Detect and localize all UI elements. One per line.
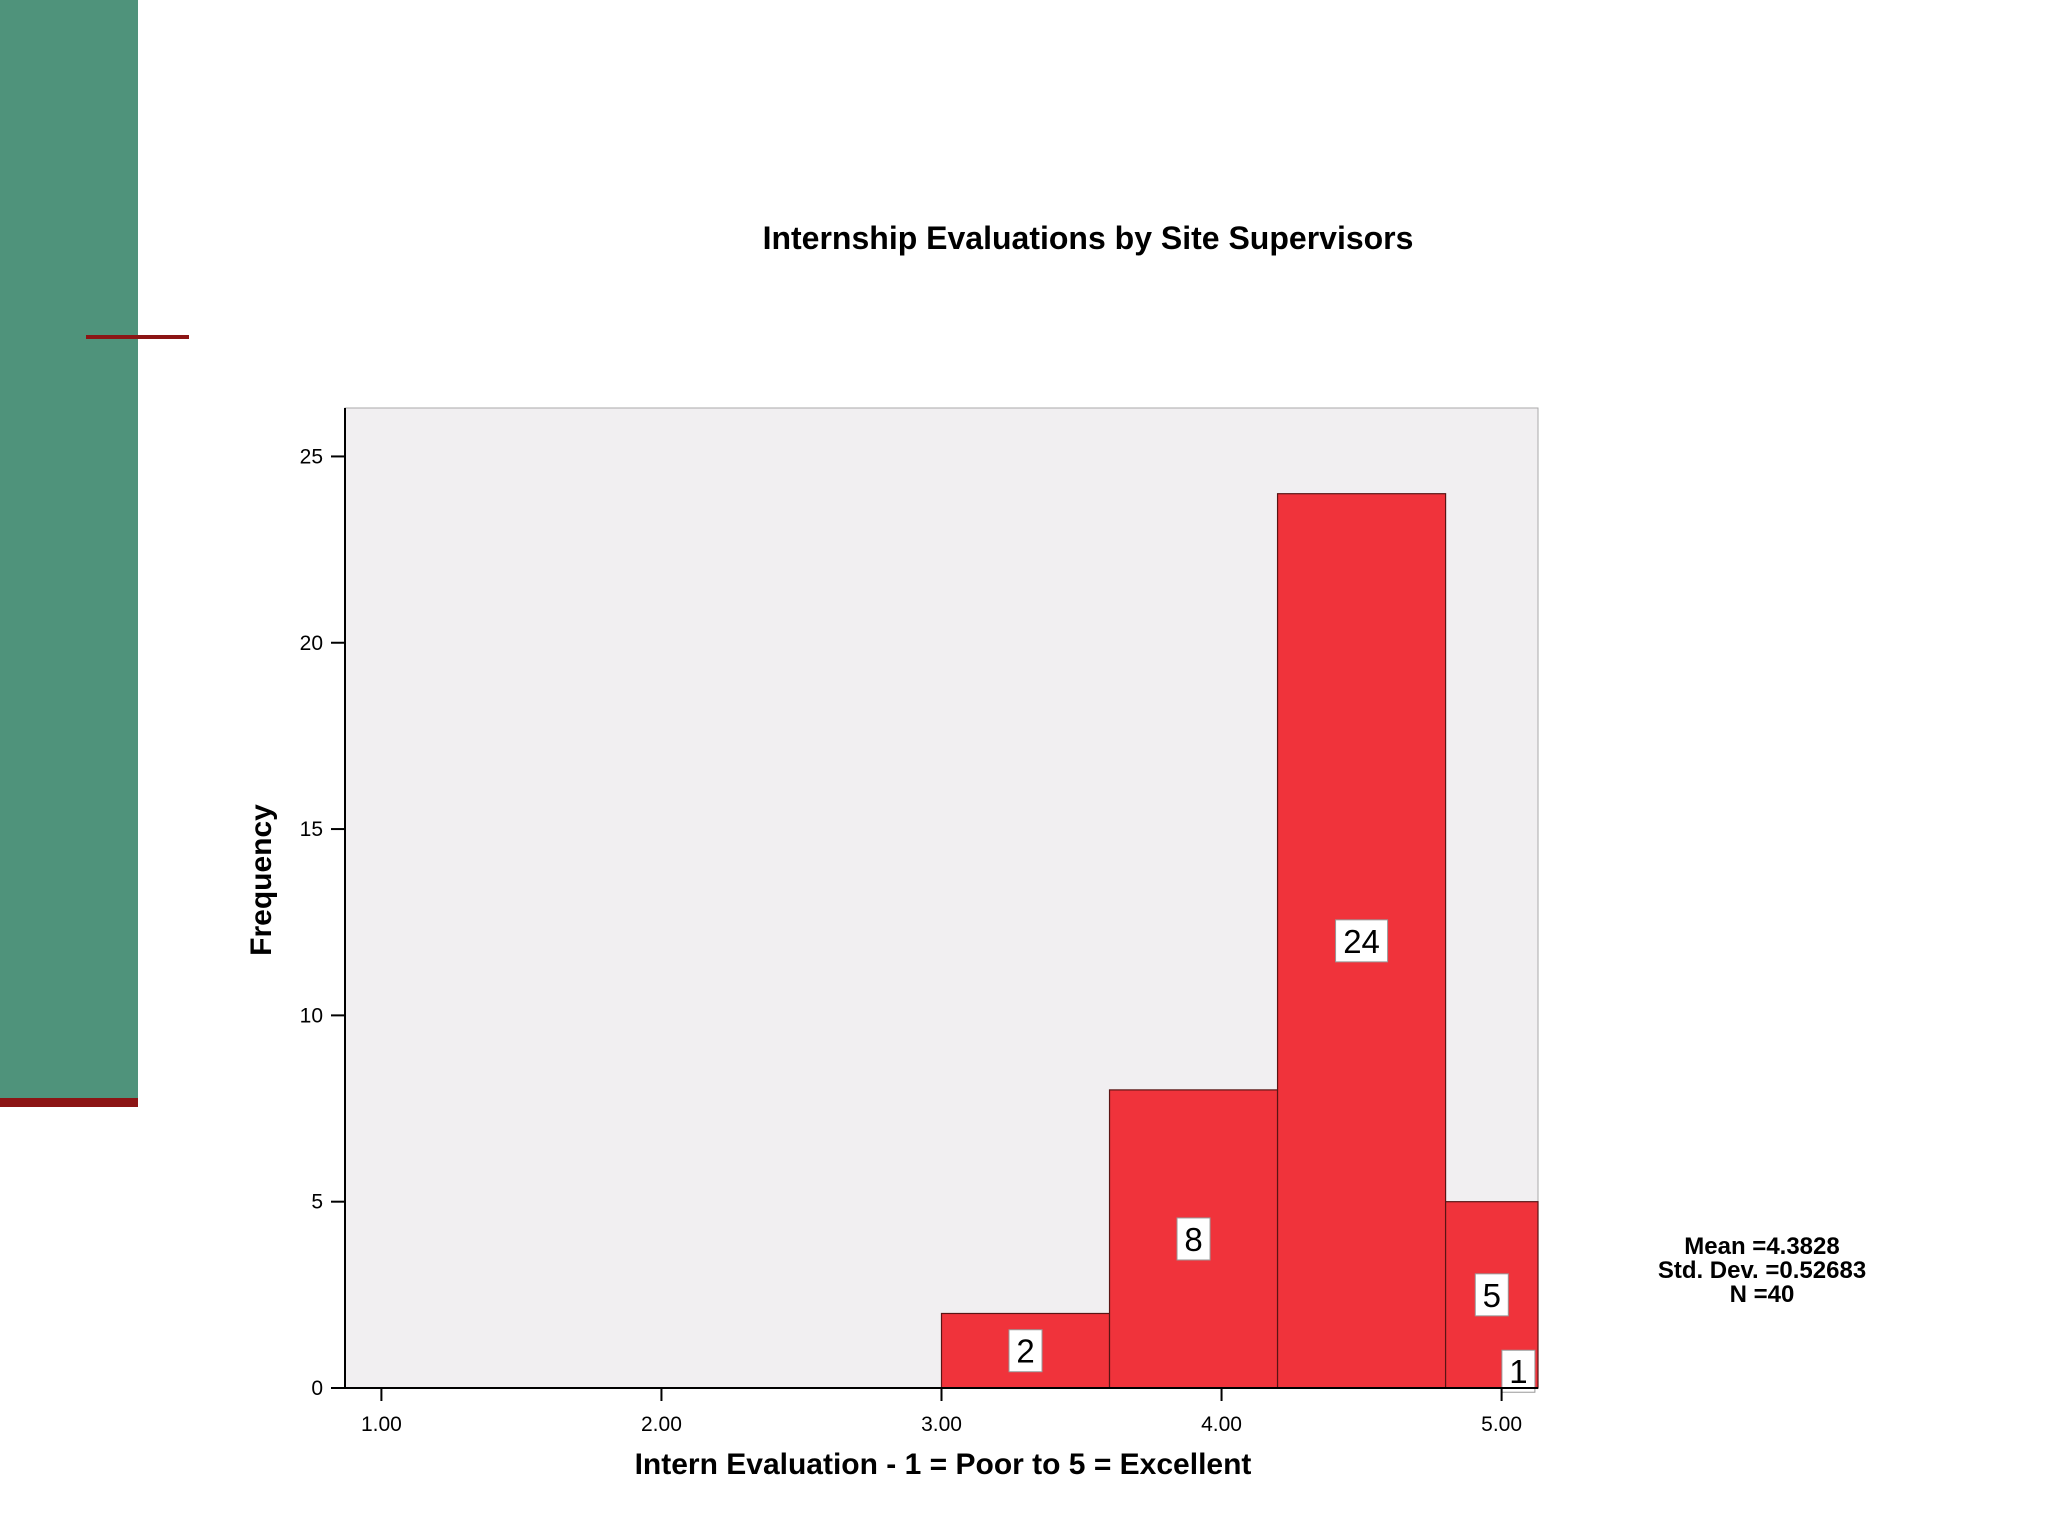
stats-mean: Mean =4.3828 [1684,1233,1839,1260]
y-tick-label-0: 0 [311,1377,323,1400]
bar-label-0: 2 [1008,1329,1043,1373]
x-tick-label-0: 1.00 [361,1413,402,1436]
bar-label-3-box [1474,1273,1509,1317]
bar-label-0-text: 2 [1016,1333,1034,1370]
x-tick-label-4: 5.00 [1481,1413,1522,1436]
x-axis-ticks: 1.00 2.00 3.00 4.00 5.00 [361,1388,1522,1436]
bar-label-0-box [1008,1329,1043,1373]
x-tick-label-2: 3.00 [921,1413,962,1436]
extra-bar-label-0-box [1501,1349,1536,1393]
sidebar-panel [0,0,138,1098]
sidebar-bottom-rule [0,1098,138,1107]
x-tick-label-3: 4.00 [1201,1413,1242,1436]
accent-line [86,335,189,339]
stats-box: Mean =4.3828 Std. Dev. =0.52683 N =40 [1658,1233,1866,1308]
bar-label-1-box [1176,1217,1211,1261]
y-tick-label-2: 10 [300,1004,323,1027]
y-tick-label-5: 25 [300,445,323,468]
y-tick-label-3: 15 [300,818,323,841]
bar-label-3-text: 5 [1483,1277,1501,1314]
extra-bar-label-0: 1 [1501,1349,1536,1393]
bar-label-1: 8 [1176,1217,1211,1261]
bar-label-2-text: 24 [1343,923,1380,960]
y-axis-label: Frequency [245,804,278,956]
stats-std-dev: Std. Dev. =0.52683 [1658,1257,1866,1284]
bar-label-2: 24 [1335,919,1389,963]
chart-title: Internship Evaluations by Site Superviso… [763,220,1414,256]
y-tick-label-1: 5 [311,1191,323,1214]
bar-labels: 2 8 24 5 1 [1008,919,1536,1393]
bar-label-1-text: 8 [1184,1221,1202,1258]
y-axis-ticks: 0 5 10 15 20 25 [300,445,345,1400]
stats-n: N =40 [1730,1281,1795,1308]
x-tick-label-1: 2.00 [641,1413,682,1436]
extra-bar-label-0-text: 1 [1509,1353,1527,1390]
bar-label-2-box [1335,919,1389,963]
x-axis-label: Intern Evaluation - 1 = Poor to 5 = Exce… [635,1448,1252,1481]
y-tick-label-4: 20 [300,632,323,655]
bar-label-3: 5 [1474,1273,1509,1317]
